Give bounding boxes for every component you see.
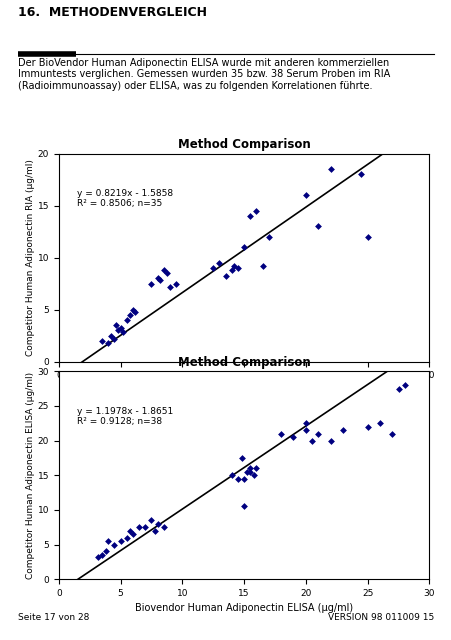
Y-axis label: Competitor Human Adiponectin RIA (µg/ml): Competitor Human Adiponectin RIA (µg/ml) (26, 159, 35, 356)
Point (326, 164, 333, 174)
Point (221, 271, 229, 282)
Point (215, 258, 222, 268)
Point (114, 325, 121, 335)
X-axis label: Biovendor Human Adiponectin ELISA (µg/ml): Biovendor Human Adiponectin ELISA (µg/ml… (135, 386, 352, 396)
Point (240, 242, 247, 252)
Point (110, 540, 118, 550)
Point (129, 529, 136, 540)
Text: Seite 17 von 28: Seite 17 von 28 (18, 613, 89, 622)
Point (119, 328, 126, 338)
Point (250, 470, 257, 480)
Point (154, 518, 161, 529)
Text: y = 1.1978x - 1.8651
R² = 0.9128; n=38: y = 1.1978x - 1.8651 R² = 0.9128; n=38 (77, 406, 173, 426)
Point (277, 429, 284, 439)
Point (154, 273, 161, 284)
Point (240, 474, 247, 484)
Point (238, 452, 245, 463)
Point (147, 515, 155, 525)
Point (252, 205, 259, 216)
Point (234, 263, 241, 273)
Point (308, 435, 315, 445)
Point (302, 425, 309, 435)
Point (246, 463, 253, 474)
Point (357, 169, 364, 179)
Point (104, 536, 111, 546)
Point (240, 501, 247, 511)
Point (400, 380, 407, 390)
Point (123, 532, 130, 543)
Point (102, 547, 109, 557)
Point (258, 261, 266, 271)
Point (147, 278, 155, 289)
Point (314, 221, 321, 232)
Text: VERSION 98 011009 15: VERSION 98 011009 15 (327, 613, 433, 622)
Point (234, 474, 241, 484)
Point (228, 470, 235, 480)
Point (326, 435, 333, 445)
Point (388, 429, 395, 439)
Point (172, 278, 179, 289)
Point (166, 282, 173, 292)
Point (302, 418, 309, 428)
Point (376, 418, 383, 428)
Point (98, 335, 106, 346)
Y-axis label: Competitor Human Adiponectin ELISA (µg/ml): Competitor Human Adiponectin ELISA (µg/m… (26, 372, 35, 579)
Point (363, 422, 370, 432)
Point (117, 536, 124, 546)
Point (339, 425, 346, 435)
Point (94, 552, 101, 562)
Point (394, 383, 401, 394)
Point (314, 429, 321, 439)
Point (242, 467, 249, 477)
Point (246, 211, 253, 221)
Point (151, 525, 158, 536)
Point (228, 265, 235, 275)
Point (112, 320, 119, 330)
Point (230, 261, 237, 271)
Point (302, 190, 309, 200)
Point (127, 525, 134, 536)
Point (131, 307, 138, 317)
Point (110, 333, 118, 344)
Point (117, 323, 124, 333)
Text: Der BioVendor Human Adiponectin ELISA wurde mit anderen kommerziellen
Immuntests: Der BioVendor Human Adiponectin ELISA wu… (18, 58, 390, 91)
Point (289, 432, 296, 442)
Point (156, 275, 163, 285)
Text: y = 0.8219x - 1.5858
R² = 0.8506; n=35: y = 0.8219x - 1.5858 R² = 0.8506; n=35 (77, 189, 173, 209)
X-axis label: Biovendor Human Adiponectin ELISA (µg/ml): Biovendor Human Adiponectin ELISA (µg/ml… (135, 604, 352, 614)
Point (98, 550, 106, 560)
Title: Method Comparison: Method Comparison (177, 138, 310, 151)
Point (363, 232, 370, 242)
Text: 16.  METHODENVERGLEICH: 16. METHODENVERGLEICH (18, 6, 207, 19)
Point (104, 338, 111, 348)
Point (160, 522, 167, 532)
Point (246, 467, 253, 477)
Point (123, 315, 130, 325)
Point (164, 268, 171, 278)
Point (265, 232, 272, 242)
Point (127, 310, 134, 320)
Point (209, 263, 216, 273)
Point (160, 265, 167, 275)
Point (107, 330, 114, 340)
Title: Method Comparison: Method Comparison (177, 356, 310, 369)
Point (252, 463, 259, 474)
Point (135, 522, 143, 532)
Point (141, 522, 148, 532)
Point (129, 305, 136, 315)
